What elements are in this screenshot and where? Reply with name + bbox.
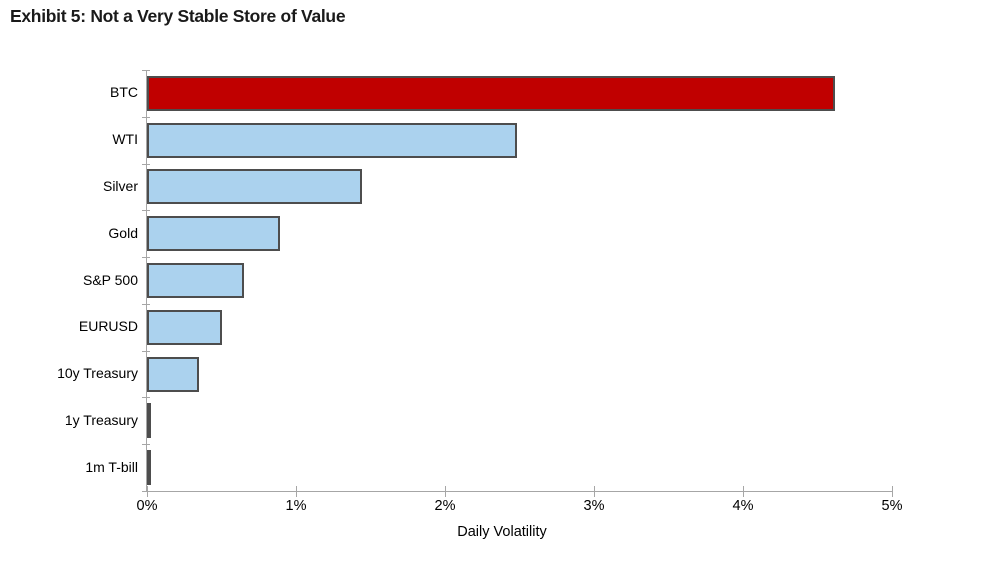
category-label: 10y Treasury [57,365,138,382]
x-axis-tick [445,486,446,497]
bar-btc [147,75,836,111]
category-label: WTI [112,131,138,148]
y-axis-tick [142,350,150,352]
chart-title: Exhibit 5: Not a Very Stable Store of Va… [10,6,346,26]
category-label: Gold [108,224,138,241]
y-axis-tick [142,163,150,165]
y-axis-tick [142,397,150,399]
category-label: BTC [110,84,138,101]
category-label: S&P 500 [82,271,138,288]
bar-silver [147,169,362,205]
bar-wti [147,122,517,158]
x-tick-label: 1% [285,498,307,514]
x-axis-title: Daily Volatility [457,524,547,540]
y-axis-tick [142,257,150,259]
y-axis-tick [142,444,150,446]
x-axis-tick [743,486,744,497]
bar-eurusd [147,309,222,345]
y-axis-tick [142,491,150,492]
x-tick-label: 3% [583,498,605,514]
category-label: 1y Treasury [64,411,138,428]
bar-s-p-500 [147,263,244,298]
x-axis-line [146,491,893,492]
x-axis-tick [296,486,297,497]
y-axis-tick [142,116,150,118]
bar-gold [147,216,280,252]
x-tick-label: 2% [434,498,456,514]
x-tick-label: 5% [881,498,903,514]
bar-1m-t-bill [147,450,151,486]
x-axis-tick [892,486,893,497]
y-axis-line [146,70,147,491]
x-axis-tick [594,486,595,497]
x-axis-tick [147,486,148,497]
category-label: Silver [102,177,138,194]
y-axis-tick [142,303,150,305]
bar-1y-treasury [147,403,152,439]
category-label: EURUSD [78,318,138,335]
x-tick-label: 4% [732,498,754,514]
x-tick-label: 0% [136,498,158,514]
y-axis-tick [142,210,150,212]
category-label: 1m T-bill [85,458,138,475]
y-axis-tick [142,70,150,71]
bar-10y-treasury [147,356,200,392]
